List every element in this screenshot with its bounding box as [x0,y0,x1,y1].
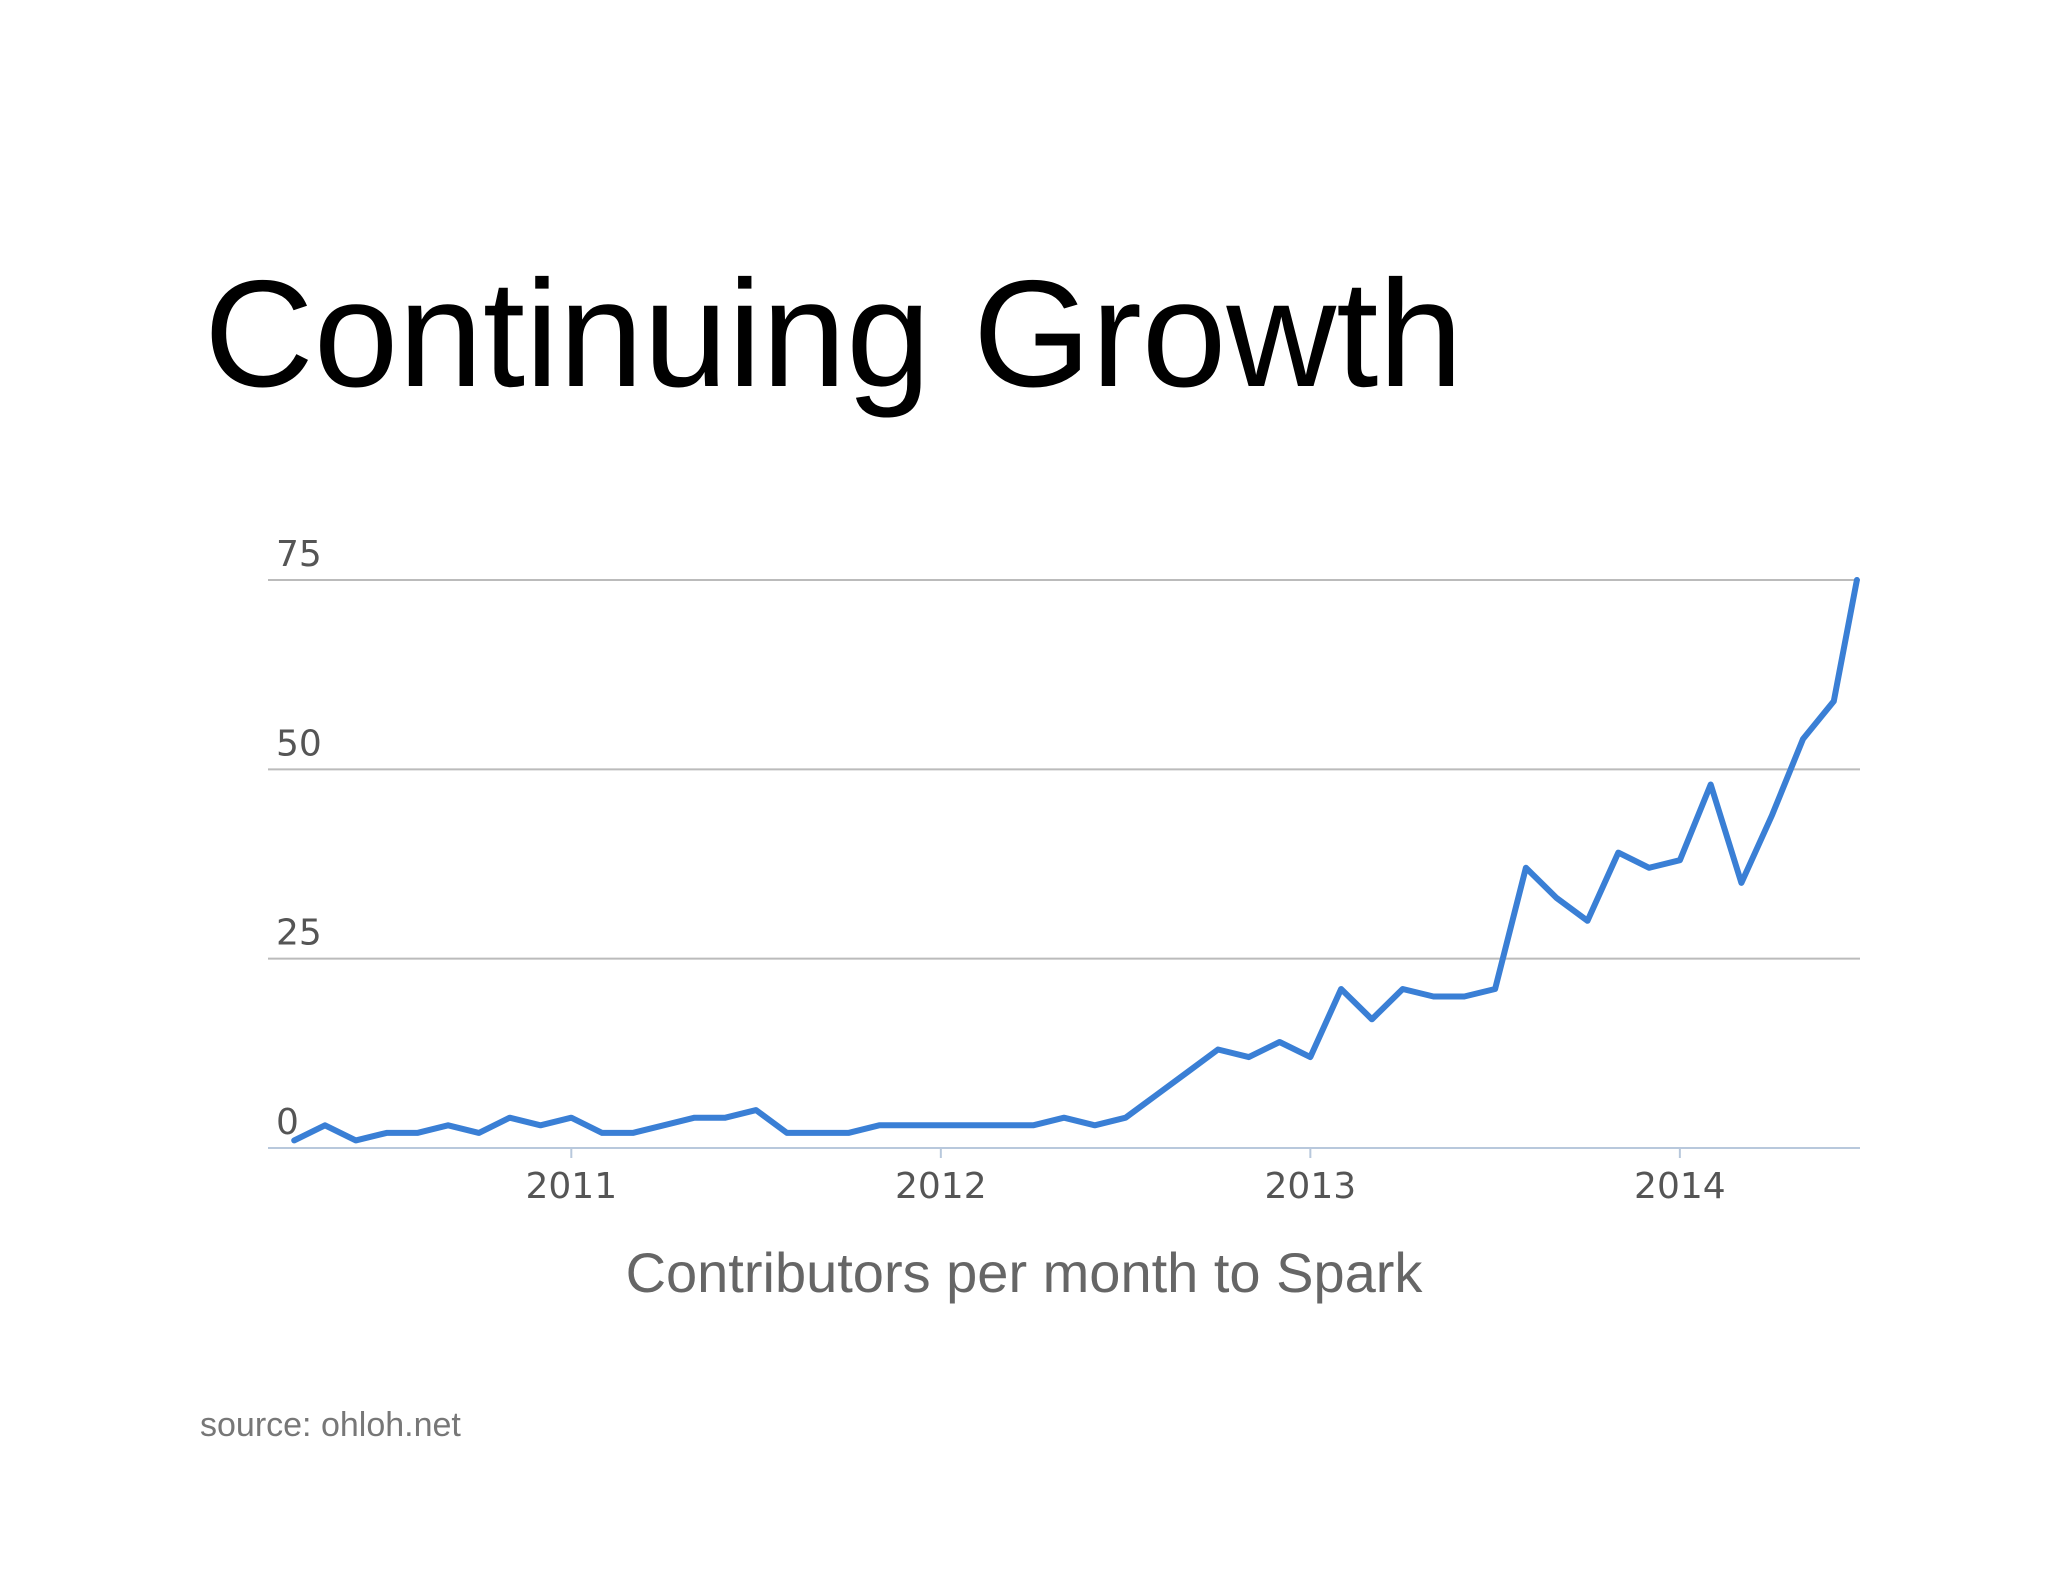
y-tick-label-0: 0 [276,1102,299,1143]
y-axis-ticks: 0 25 50 75 [276,534,322,1143]
x-tick-label-2013: 2013 [1265,1166,1357,1207]
series-line-0 [291,577,1860,1144]
y-tick-label-75: 75 [276,534,322,575]
series-layer [291,577,1860,1144]
y-tick-label-50: 50 [276,723,322,764]
x-axis-ticks: 2011 2012 2013 2014 [525,1148,1726,1207]
grid-lines [268,579,1860,1149]
chart-caption: Contributors per month to Spark [625,1241,1423,1304]
slide-title: Continuing Growth [204,249,1463,419]
source-note: source: ohloh.net [200,1406,461,1444]
x-tick-label-2011: 2011 [525,1166,617,1207]
x-tick-label-2014: 2014 [1634,1166,1726,1207]
y-tick-label-25: 25 [276,913,322,954]
x-tick-label-2012: 2012 [895,1166,987,1207]
